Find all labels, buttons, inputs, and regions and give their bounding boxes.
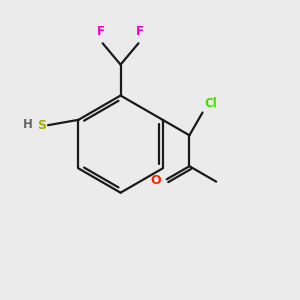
- Text: F: F: [97, 25, 105, 38]
- Text: Cl: Cl: [204, 97, 217, 110]
- Text: S: S: [38, 119, 46, 132]
- Text: O: O: [151, 174, 161, 187]
- Text: F: F: [136, 25, 144, 38]
- Text: H: H: [22, 118, 32, 131]
